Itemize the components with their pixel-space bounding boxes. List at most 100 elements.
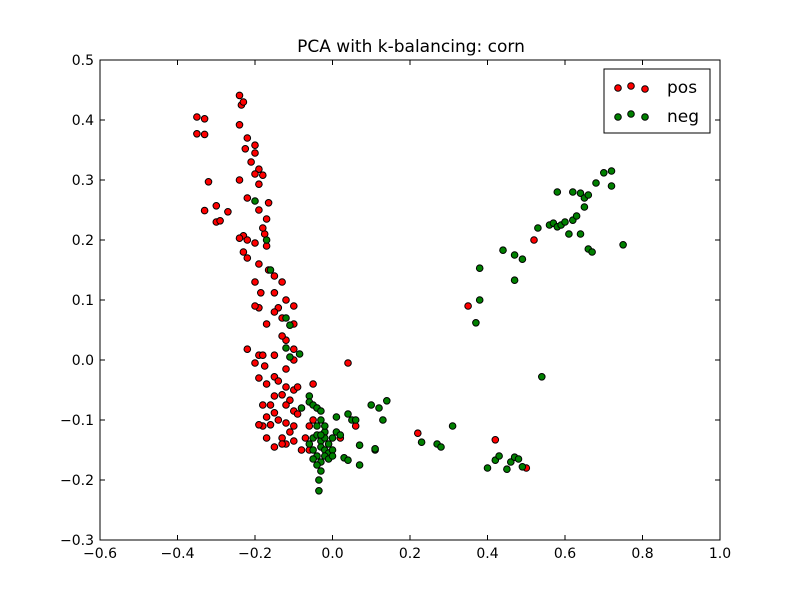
point-pos-84	[286, 428, 294, 436]
legend-marker-pos-3	[641, 85, 649, 93]
point-pos-14	[243, 134, 252, 142]
point-neg-61	[475, 264, 484, 273]
point-neg-43	[332, 413, 341, 421]
legend-marker-pos-2	[627, 82, 635, 90]
point-neg-36	[315, 476, 323, 484]
point-neg-96	[576, 230, 585, 238]
legend-marker-pos	[614, 82, 649, 93]
point-neg-32	[305, 440, 314, 448]
point-neg-51	[355, 441, 364, 450]
point-neg-14	[317, 416, 325, 424]
point-pos-39	[270, 272, 279, 280]
point-neg-3	[282, 314, 290, 322]
legend-marker-neg-2	[627, 110, 635, 118]
point-neg-66	[475, 296, 484, 304]
point-pos-71	[293, 383, 302, 391]
point-neg-0	[251, 197, 259, 205]
point-neg-57	[417, 438, 426, 447]
point-neg-83	[565, 230, 573, 238]
legend-marker-neg-1	[614, 113, 622, 121]
point-neg-6	[286, 353, 294, 361]
point-neg-74	[514, 455, 523, 463]
point-pos-23	[235, 176, 244, 184]
point-pos-1	[200, 115, 209, 123]
point-pos-43	[257, 289, 265, 297]
point-pos-69	[278, 391, 286, 399]
point-pos-82	[293, 410, 302, 418]
point-pos-68	[282, 383, 290, 391]
point-neg-68	[483, 464, 492, 472]
point-neg-95	[572, 212, 581, 220]
legend-label-neg: neg	[667, 107, 699, 127]
point-neg-9	[297, 404, 306, 412]
point-neg-38	[317, 431, 325, 439]
point-pos-20	[251, 170, 259, 178]
point-neg-70	[495, 452, 503, 460]
point-pos-40	[251, 278, 259, 286]
point-pos-3	[200, 130, 209, 139]
point-pos-77	[259, 401, 267, 409]
point-pos-9	[224, 208, 232, 216]
point-pos-6	[212, 202, 221, 210]
point-pos-58	[259, 351, 267, 360]
point-pos-76	[266, 401, 275, 409]
point-pos-94	[278, 440, 286, 448]
point-pos-4	[204, 178, 213, 186]
point-neg-94	[580, 203, 589, 211]
point-neg-46	[351, 416, 360, 424]
point-neg-5	[282, 344, 290, 352]
point-pos-5	[200, 206, 209, 215]
point-pos-75	[270, 392, 279, 400]
point-neg-50	[379, 416, 387, 424]
point-pos-35	[239, 248, 248, 256]
x-tick-label: 0.0	[321, 546, 343, 562]
point-pos-59	[270, 351, 279, 360]
point-pos-89	[266, 421, 275, 429]
point-neg-75	[518, 463, 527, 471]
point-neg-90	[592, 179, 600, 187]
point-neg-76	[538, 373, 546, 381]
point-pos-25	[255, 206, 263, 214]
point-pos-2	[193, 130, 201, 138]
y-tick-label: −0.2	[60, 473, 94, 489]
point-neg-63	[510, 251, 519, 259]
point-neg-86	[569, 188, 577, 196]
point-neg-62	[499, 246, 507, 254]
point-neg-48	[383, 397, 391, 405]
point-pos-0	[193, 113, 201, 121]
point-pos-27	[264, 199, 273, 207]
point-neg-13	[317, 407, 325, 415]
point-pos-61	[260, 362, 269, 370]
legend: pos neg	[603, 68, 711, 134]
point-pos-83	[290, 422, 298, 430]
point-pos-22	[255, 180, 263, 188]
point-neg-85	[553, 188, 562, 196]
point-pos-67	[274, 377, 283, 385]
point-pos-78	[270, 409, 279, 417]
point-pos-60	[251, 359, 259, 367]
point-pos-41	[278, 278, 286, 286]
x-tick-label: −0.2	[238, 546, 272, 562]
point-pos-92	[262, 434, 271, 442]
point-neg-60	[448, 422, 457, 430]
point-pos-93	[270, 443, 279, 451]
point-neg-30	[328, 452, 337, 460]
point-pos-49	[270, 308, 279, 316]
point-neg-15	[313, 422, 321, 430]
y-tick-label: 0.2	[72, 233, 94, 249]
point-neg-49	[375, 404, 383, 412]
point-neg-72	[507, 458, 515, 466]
x-tick-label: 0.2	[399, 546, 421, 562]
point-neg-21	[324, 440, 333, 448]
point-neg-93	[607, 182, 616, 190]
chart-title: PCA with k-balancing: corn	[297, 37, 525, 57]
y-tick-label: 0.5	[72, 53, 94, 69]
y-tick-label: −0.1	[60, 413, 94, 429]
point-neg-35	[317, 467, 325, 475]
point-neg-42	[336, 431, 345, 439]
x-tick-label: −0.4	[161, 546, 195, 562]
point-pos-95	[305, 422, 314, 430]
point-neg-82	[561, 218, 569, 226]
data-points	[193, 91, 627, 495]
